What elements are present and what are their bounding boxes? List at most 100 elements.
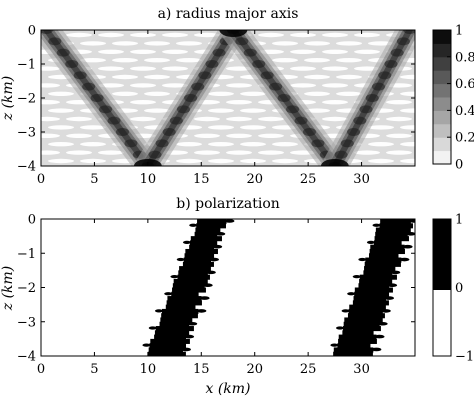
colorbar-a-cell: [433, 56, 451, 71]
beam-bead: [390, 48, 404, 57]
panel-a-texture-streak: [144, 74, 170, 80]
polarization-region-strip: [159, 321, 190, 327]
panel-a-texture-streak: [194, 116, 220, 122]
colorbar-a-tick-label: 0.2: [455, 131, 474, 146]
polarization-region-lobe: [205, 270, 216, 275]
polarization-region-strip: [149, 343, 187, 349]
beam-bead: [48, 37, 62, 46]
panel-a-texture-streak: [272, 41, 298, 46]
panel-a-texture-streak: [400, 125, 415, 130]
panel-a-texture-streak: [336, 58, 362, 63]
panel-a-xtick-label: 30: [353, 172, 370, 187]
polarization-region-strip: [364, 266, 396, 272]
panel-b-title: b) polarization: [176, 196, 280, 212]
beam-bead: [378, 71, 392, 80]
polarization-region-strip: [184, 253, 215, 259]
panel-a-texture-streak: [176, 58, 202, 63]
polarization-region-lobe: [196, 309, 207, 313]
panel-a-texture-streak: [336, 91, 362, 97]
polarization-region-strip: [337, 343, 371, 349]
panel-a-texture-streak: [208, 158, 234, 164]
polarization-region-strip: [347, 313, 385, 319]
panel-a-texture-streak: [290, 49, 316, 54]
panel-a-texture-streak: [240, 108, 266, 113]
polarization-region-strip: [358, 283, 390, 289]
panel-a-texture-streak: [208, 142, 234, 147]
panel-a-texture-streak: [144, 91, 170, 97]
panel-a-texture-streak: [66, 32, 92, 38]
polarization-region-lobe: [399, 257, 410, 262]
polarization-region-lobe: [377, 321, 388, 326]
panel-a-texture-streak: [162, 66, 188, 71]
polarization-region-lobe: [212, 244, 223, 249]
panel-a-texture-streak: [322, 100, 348, 105]
colorbar-a-cell: [433, 123, 451, 138]
beam-bead: [205, 60, 219, 68]
colorbar-a-tick-label: 0.4: [455, 104, 474, 119]
panel-a-texture-streak: [41, 83, 60, 88]
polarization-region-strip: [171, 291, 199, 297]
panel-a-texture-streak: [272, 58, 298, 63]
polarization-region-strip: [352, 300, 389, 306]
panel-a-texture-streak: [80, 41, 106, 46]
colorbar-a-cell: [433, 70, 451, 85]
polarization-region-strip: [343, 326, 381, 332]
panel-a-texture-streak: [112, 58, 138, 63]
polarization-region-strip: [196, 223, 226, 229]
beam-bead: [403, 30, 415, 34]
polarization-region-lobe: [372, 223, 381, 227]
polarization-region-lobe: [187, 321, 198, 326]
polarization-region-strip: [178, 270, 208, 276]
panel-a-texture-streak: [272, 142, 298, 147]
panel-a-texture-streak: [386, 116, 412, 122]
panel-b-xtick-label: 30: [353, 362, 370, 377]
colorbar-b-lower: [433, 290, 451, 356]
colorbar-a-tick-label: 0.6: [455, 77, 474, 92]
polarization-region-lobe: [352, 275, 361, 279]
beam-bead: [235, 37, 249, 46]
panel-b-xtick-label: 0: [37, 362, 45, 377]
polarization-region-lobe: [215, 232, 226, 236]
panel-a-texture-streak: [48, 125, 74, 130]
polarization-region-strip: [373, 240, 402, 246]
panel-b-regions: [142, 219, 415, 356]
panel-a-texture-streak: [80, 142, 106, 147]
panel-a-texture-streak: [162, 83, 188, 88]
panel-b-ytick-label: 0: [28, 213, 36, 228]
panel-a-ytick-label: −2: [17, 92, 36, 107]
polarization-region-strip: [333, 351, 373, 356]
polarization-region-lobe: [176, 257, 185, 262]
panel-a-texture-streak: [112, 41, 138, 46]
polarization-region-strip: [185, 248, 218, 255]
polarization-region-strip: [348, 308, 383, 314]
panel-a-ytick-label: −4: [17, 160, 36, 175]
polarization-region-strip: [148, 347, 183, 353]
reflection-spot: [219, 30, 248, 37]
polarization-region-lobe: [366, 240, 375, 245]
panel-a-texture-streak: [208, 108, 234, 113]
polarization-region-strip: [354, 291, 390, 297]
polarization-region-strip: [374, 236, 409, 242]
panel-a-xtick-label: 10: [140, 172, 157, 187]
polarization-region-lobe: [199, 296, 210, 300]
panel-a-texture-streak: [290, 32, 316, 38]
polarization-region-strip: [344, 317, 383, 323]
beam-bead: [260, 71, 274, 80]
panel-a-texture-streak: [112, 74, 138, 80]
polarization-region-strip: [183, 257, 212, 263]
polarization-region-lobe: [336, 326, 345, 330]
panel-a-texture-streak: [48, 91, 74, 97]
polarization-region-strip: [375, 231, 408, 237]
polarization-region-lobe: [142, 343, 151, 347]
beam-bead: [212, 48, 226, 57]
polarization-region-lobe: [180, 347, 191, 352]
panel-b-ytick-label: −3: [17, 315, 36, 330]
panel-b-ylabel: z (km): [0, 266, 16, 312]
panel-a-texture-streak: [41, 66, 60, 71]
polarization-region-strip: [354, 287, 393, 293]
panel-a-xtick-label: 5: [90, 172, 98, 187]
polarization-region-strip: [189, 240, 218, 246]
polarization-region-strip: [182, 261, 214, 267]
panel-a-texture-streak: [240, 125, 266, 130]
panel-a-texture-streak: [112, 91, 138, 97]
